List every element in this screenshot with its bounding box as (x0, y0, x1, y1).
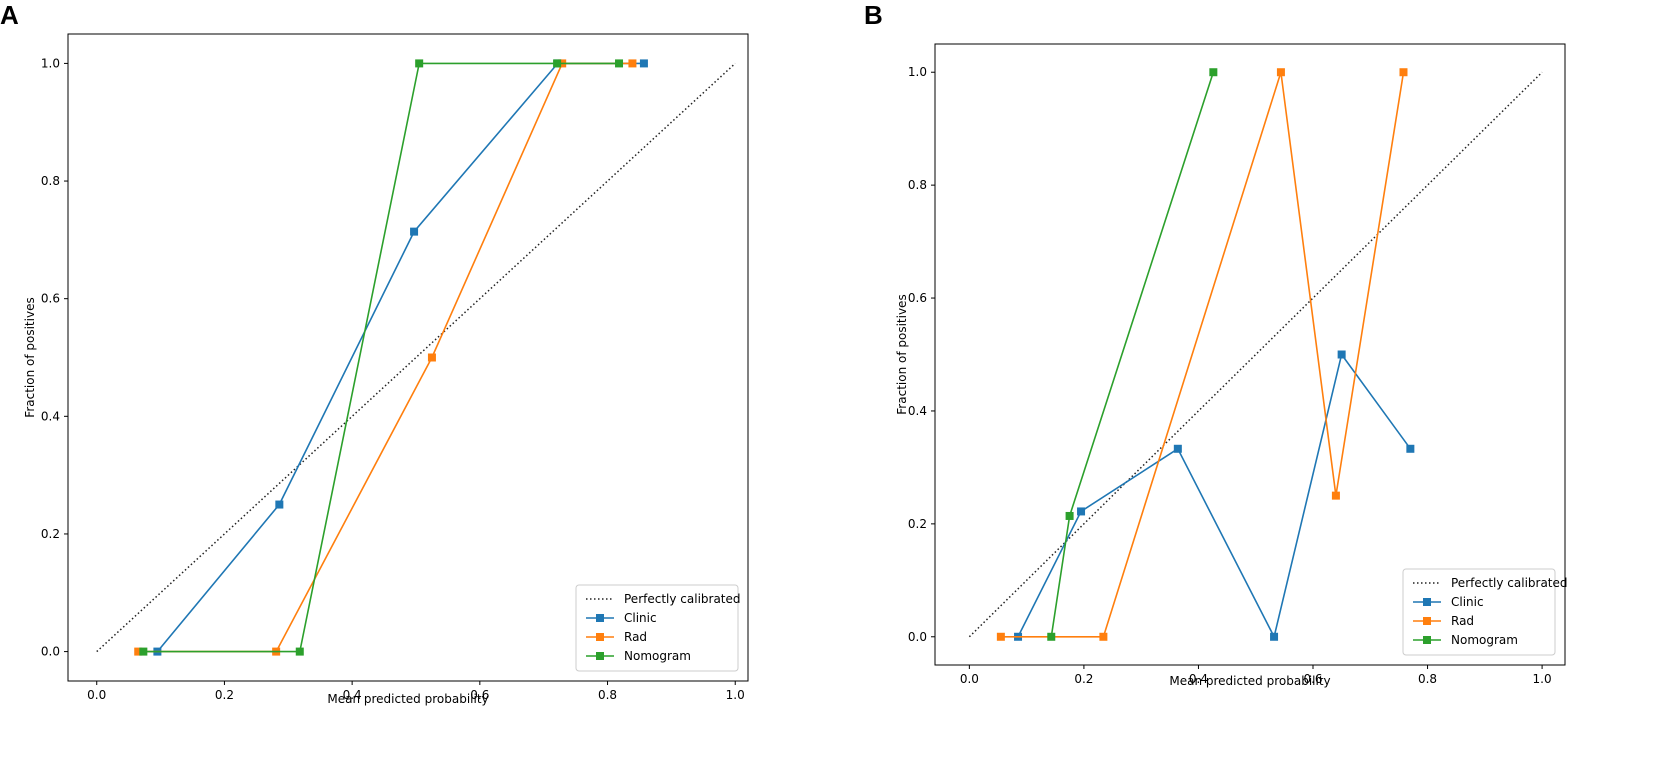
panel-b-clinic-line (1017, 352, 1412, 640)
panel-a-ytick-label: 0.8 (41, 174, 60, 188)
panel-b-legend-box (1402, 568, 1556, 656)
panel-a-rad-point (628, 59, 637, 68)
panel-a-legend-nomogram-marker (596, 652, 604, 660)
panel-b-chart: 0.0 0.2 0.4 0.6 0.8 1.0 0.0 0.2 0.4 0.6 0.8 1.0 Mean… (895, 43, 1568, 688)
panel-b-legend-perfectly-calibrated-label: Perfectly calibrated (1451, 576, 1568, 590)
panel-b-xtick-label: 0.0 (960, 672, 979, 686)
panel-b-legend-nomogram-label: Nomogram (1451, 633, 1518, 647)
panel-b-ylabel: Fraction of positives (895, 294, 909, 414)
panel-b-ytick-label: 0.4 (908, 404, 927, 418)
panel-a-legend: Perfectly calibrated Clinic Rad Nomogram (575, 584, 741, 672)
panel-a-ytick-label: 0.6 (41, 292, 60, 306)
panel-a-legend-clinic-label: Clinic (624, 611, 657, 625)
panel-a-nomogram-point (415, 59, 424, 68)
panel-b-legend-clinic-label: Clinic (1451, 595, 1484, 609)
panel-a-rad-point (134, 647, 143, 656)
panel-b-xtick-label: 0.4 (1189, 672, 1208, 686)
panel-b-nomogram-line (1050, 71, 1215, 637)
panel-a-xtick-label: 0.4 (343, 688, 362, 702)
panel-b-legend-rad-label: Rad (1451, 614, 1474, 628)
panel-a-plot-frame (67, 33, 749, 682)
panel-a-legend-rad-label: Rad (624, 630, 647, 644)
panel-b-ytick-label: 1.0 (908, 65, 927, 79)
panel-a-xtick-label: 0.6 (470, 688, 489, 702)
panel-a-legend-box (575, 584, 739, 672)
panel-b-clinic-point (1270, 632, 1279, 641)
panel-b-nomogram-point (1047, 632, 1056, 641)
panel-a-xtick-label: 1.0 (726, 688, 745, 702)
panel-b-letter: B (864, 0, 883, 30)
panel-a-ytick-label: 0.0 (41, 645, 60, 659)
panel-b-clinic-point (1173, 444, 1182, 453)
panel-a-rad-line (138, 62, 633, 653)
panel-b-perfect-calibration-line (968, 71, 1543, 638)
panel-b-ytick-label: 0.2 (908, 517, 927, 531)
panel-a-nomogram-point (139, 647, 148, 656)
panel-b-nomogram-point (1209, 68, 1218, 77)
panel-a-xtick-label: 0.2 (215, 688, 234, 702)
panel-b-legend: Perfectly calibrated Clinic Rad Nomogram (1402, 568, 1568, 656)
panel-a-ytick-label: 1.0 (41, 56, 60, 70)
panel-a-clinic-point (275, 500, 284, 509)
panel-a-ylabel: Fraction of positives (23, 297, 37, 417)
panel-b-plot-frame (934, 43, 1566, 666)
panel-a-ytick-label: 0.4 (41, 409, 60, 423)
panel-b-clinic-point (1406, 444, 1415, 453)
panel-b-xtick-label: 0.6 (1303, 672, 1322, 686)
panel-b-rad-point (1276, 68, 1285, 77)
panel-a-nomogram-point (553, 59, 562, 68)
panel-a-xlabel: Mean predicted probability (327, 692, 488, 706)
panel-b-xtick-label: 1.0 (1533, 672, 1552, 686)
panel-b-clinic-point (1337, 350, 1346, 359)
panel-a-rad-point (427, 353, 436, 362)
panel-b-legend-rad-marker (1423, 617, 1431, 625)
panel-a-legend-rad-marker (596, 633, 604, 641)
panel-a-legend-clinic-marker (596, 614, 604, 622)
panel-a-legend-nomogram-label: Nomogram (624, 649, 691, 663)
panel-b-rad-point (1331, 491, 1340, 500)
panel-b-rad-point (1099, 632, 1108, 641)
panel-a-nomogram-point (615, 59, 624, 68)
panel-a-clinic-point (639, 59, 648, 68)
panel-b-xtick-label: 0.2 (1074, 672, 1093, 686)
panel-a-clinic-point (410, 227, 419, 236)
panel-a-chart: 0.0 0.2 0.4 0.6 0.8 1.0 0.0 0.2 0.4 0.6 0.8 1.0 Mean… (23, 33, 749, 706)
panel-b-ytick-label: 0.0 (908, 630, 927, 644)
panel-a-nomogram-point (295, 647, 304, 656)
panel-b-xtick-label: 0.8 (1418, 672, 1437, 686)
panel-b-nomogram-point (1065, 511, 1074, 520)
panel-a-xtick-label: 0.0 (87, 688, 106, 702)
panel-b-legend-nomogram-marker (1423, 636, 1431, 644)
panel-b-legend-clinic-marker (1423, 598, 1431, 606)
panel-b-ytick-label: 0.8 (908, 178, 927, 192)
panel-a-perfect-calibration-line (96, 62, 736, 653)
panel-a-legend-perfectly-calibrated-label: Perfectly calibrated (624, 592, 741, 606)
panel-a-ytick-label: 0.2 (41, 527, 60, 541)
panel-a-nomogram-line (143, 62, 619, 653)
panel-a-letter: A (0, 0, 19, 30)
panel-a-xtick-label: 0.8 (598, 688, 617, 702)
panel-b-ytick-label: 0.6 (908, 291, 927, 305)
panel-b-rad-point (996, 632, 1005, 641)
panel-b-xlabel: Mean predicted probability (1169, 674, 1330, 688)
panel-b-rad-point (1399, 68, 1408, 77)
panel-b-clinic-point (1077, 507, 1086, 516)
